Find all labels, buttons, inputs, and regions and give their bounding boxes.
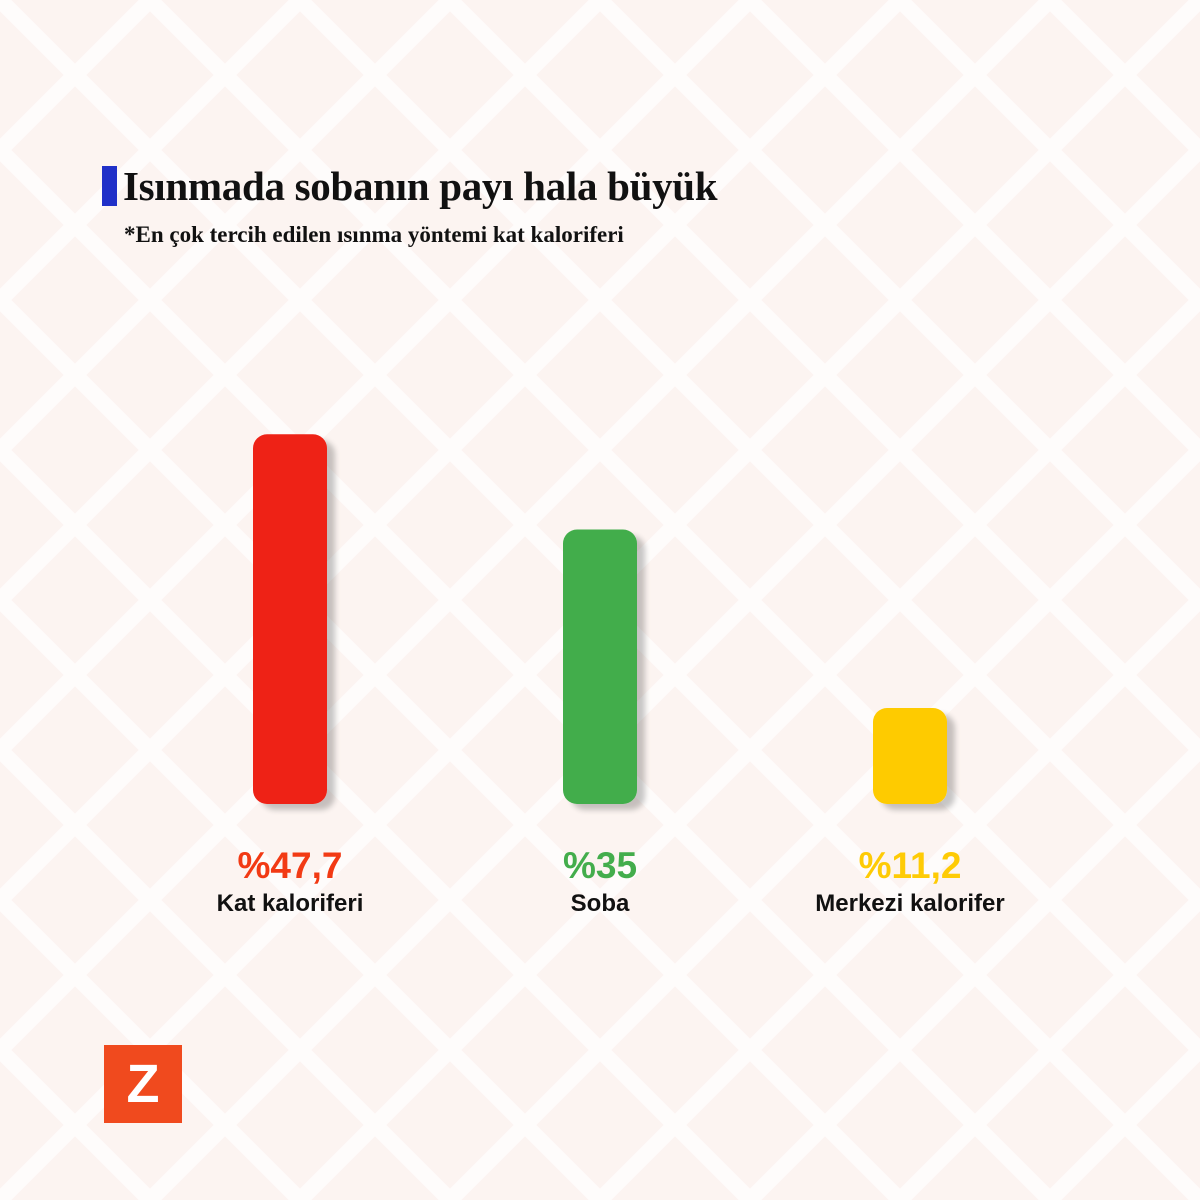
bar-merkezi-kalorifer [873, 708, 947, 804]
labels-layer: %47,7 Kat kaloriferi %35 Soba %11,2 Merkezi k… [217, 845, 1005, 917]
title-block: Isınmada sobanın payı hala büyük [102, 162, 718, 210]
bars-layer [253, 434, 947, 804]
logo-letter: Z [126, 1054, 160, 1114]
category-label: Soba [571, 890, 630, 917]
bar-kat-kaloriferi [253, 434, 327, 804]
chart-title: Isınmada sobanın payı hala büyük [123, 163, 718, 209]
bar-group-1 [563, 529, 637, 804]
category-label: Merkezi kalorifer [815, 890, 1004, 917]
bar-group-0 [253, 434, 327, 804]
category-label: Kat kaloriferi [217, 890, 364, 917]
brand-logo: Z [104, 1045, 182, 1123]
bar-group-2 [873, 708, 947, 804]
value-label: %47,7 [238, 845, 343, 886]
value-label: %11,2 [859, 845, 962, 886]
bar-soba [563, 529, 637, 804]
chart-subtitle: *En çok tercih edilen ısınma yöntemi kat… [124, 222, 624, 247]
title-accent-mark [102, 166, 117, 206]
value-label: %35 [563, 845, 637, 886]
